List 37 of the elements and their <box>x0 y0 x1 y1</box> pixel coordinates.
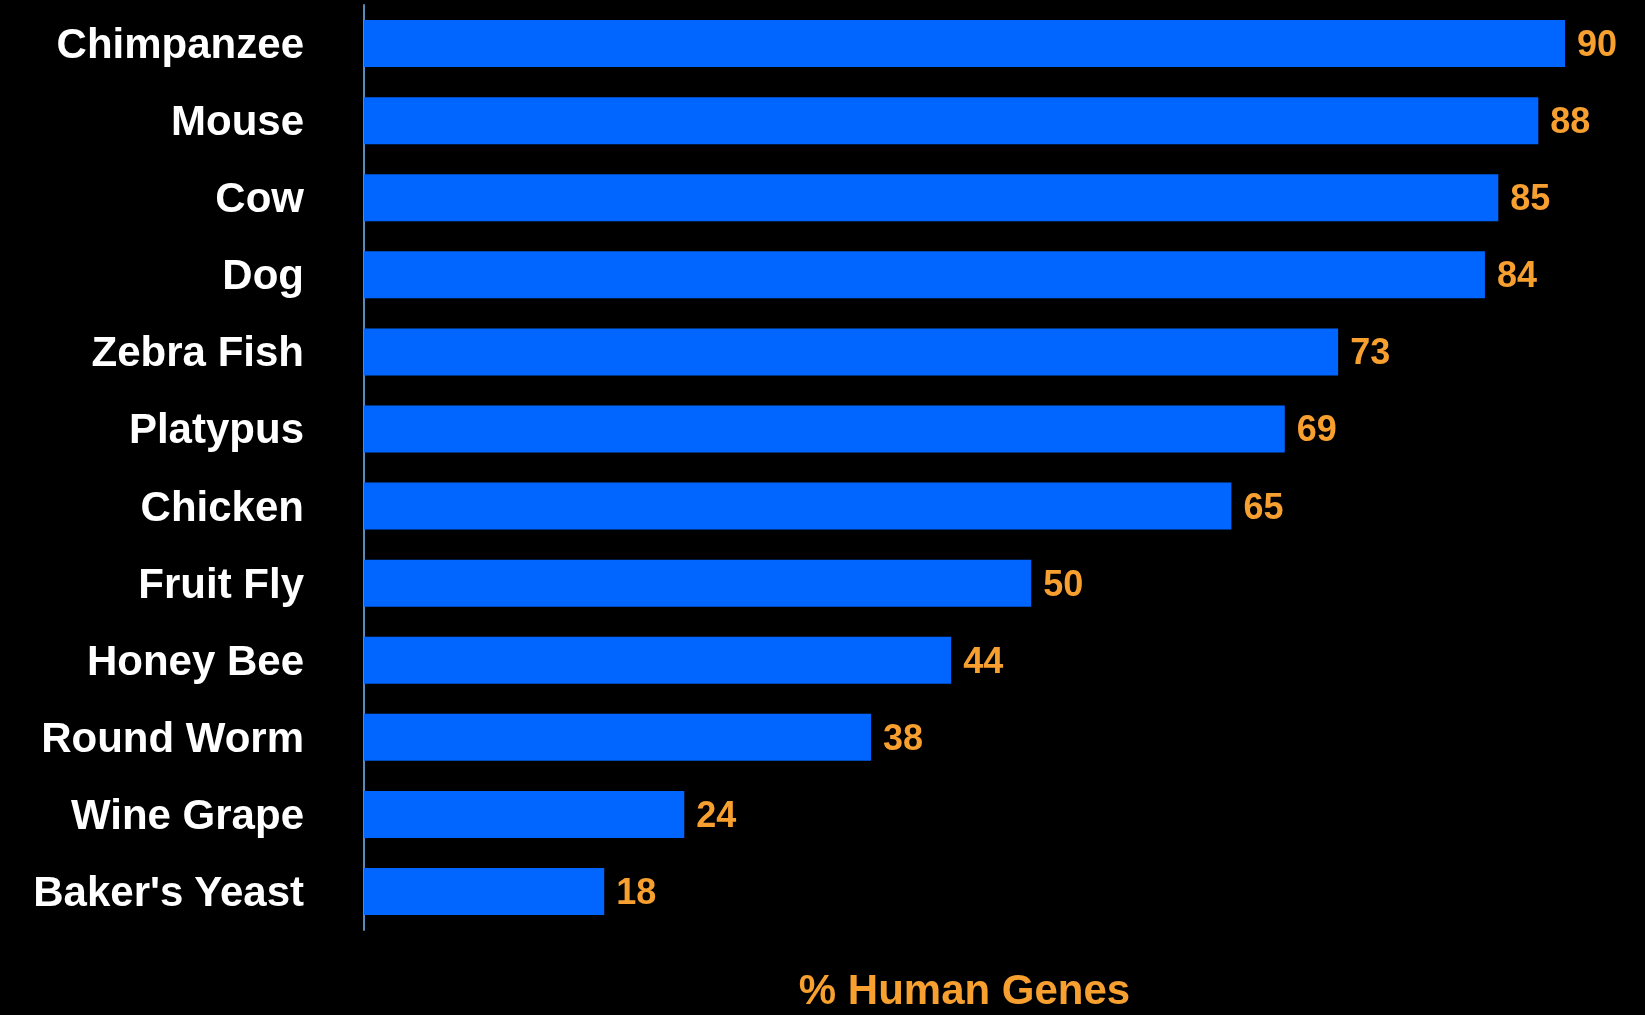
bar <box>364 405 1285 453</box>
y-tick-label: Fruit Fly <box>138 559 305 607</box>
data-label: 69 <box>1296 408 1337 450</box>
bar <box>364 328 1339 376</box>
bar <box>364 713 872 761</box>
bar <box>364 636 952 684</box>
x-axis-title: % Human Genes <box>798 965 1131 1013</box>
data-label: 84 <box>1496 254 1537 296</box>
bar <box>364 482 1232 530</box>
data-label: 18 <box>616 870 657 912</box>
y-tick-label: Platypus <box>128 405 304 453</box>
bar <box>364 97 1539 145</box>
data-label: 50 <box>1043 562 1084 604</box>
data-label: 38 <box>883 716 924 758</box>
data-label: 73 <box>1350 331 1391 373</box>
data-label: 88 <box>1550 100 1591 142</box>
bar <box>364 867 605 915</box>
data-label: 24 <box>696 793 737 835</box>
data-label: 90 <box>1577 23 1618 65</box>
data-label: 44 <box>963 639 1004 681</box>
y-tick-label: Honey Bee <box>86 636 304 684</box>
y-tick-label: Wine Grape <box>70 790 304 838</box>
y-tick-label: Chicken <box>140 482 304 530</box>
y-tick-label: Chimpanzee <box>56 20 304 68</box>
bar <box>364 174 1499 222</box>
y-tick-label: Mouse <box>170 97 304 145</box>
y-tick-label: Dog <box>222 251 304 299</box>
y-tick-label: Zebra Fish <box>91 328 304 376</box>
bar <box>364 559 1032 607</box>
y-tick-label: Cow <box>215 174 305 222</box>
y-tick-label: Round Worm <box>41 713 304 761</box>
data-label: 65 <box>1243 485 1284 527</box>
y-tick-label: Baker's Yeast <box>33 867 305 915</box>
bar <box>364 251 1485 299</box>
data-label: 85 <box>1510 177 1551 219</box>
bar <box>364 20 1565 68</box>
bar <box>364 790 685 838</box>
